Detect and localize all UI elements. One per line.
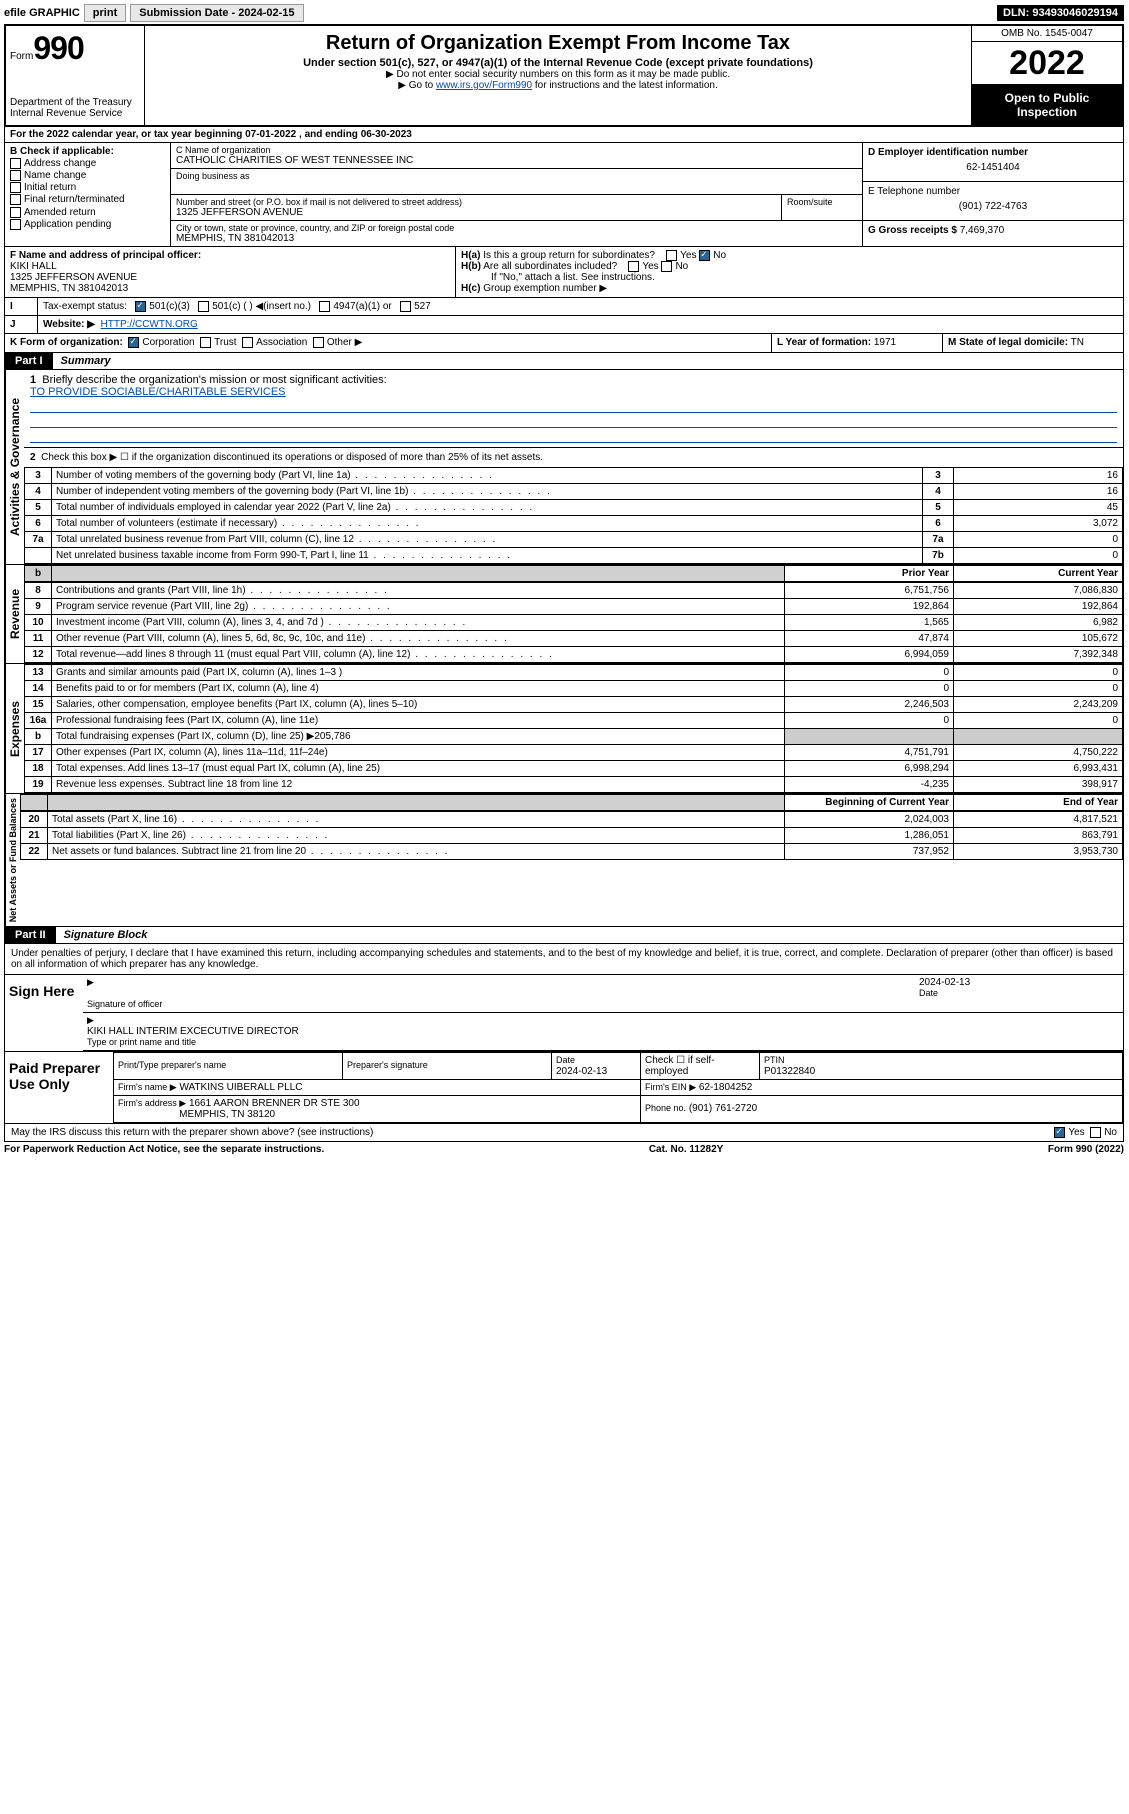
discuss-row: May the IRS discuss this return with the… [4,1124,1124,1142]
top-bar: efile GRAPHIC print Submission Date - 20… [4,4,1124,22]
city-value: MEMPHIS, TN 381042013 [176,233,857,244]
revenue-label: Revenue [5,565,24,663]
form-title: Return of Organization Exempt From Incom… [153,32,963,55]
ein-value: 62-1451404 [868,158,1118,177]
tax-status-row: I Tax-exempt status: 501(c)(3) 501(c) ( … [4,298,1124,316]
box-e-label: E Telephone number [868,186,1118,197]
expenses-label: Expenses [5,664,24,793]
part-2-header: Part II Signature Block [4,927,1124,944]
irs-label: Internal Revenue Service [10,108,140,119]
paid-preparer-block: Paid Preparer Use Only Print/Type prepar… [4,1052,1124,1124]
gross-receipts: 7,469,370 [960,225,1005,236]
form-subtitle: Under section 501(c), 527, or 4947(a)(1)… [153,57,963,69]
governance-block: Activities & Governance 1 Briefly descri… [4,370,1124,565]
expenses-block: Expenses 13Grants and similar amounts pa… [4,664,1124,794]
box-c-label: C Name of organization [176,145,857,155]
suite-label: Room/suite [782,195,862,220]
website-link[interactable]: HTTP://CCWTN.ORG [101,319,198,330]
page-footer: For Paperwork Reduction Act Notice, see … [4,1142,1124,1155]
form-note-2: ▶ Go to www.irs.gov/Form990 for instruct… [153,80,963,91]
netassets-label: Net Assets or Fund Balances [5,794,20,926]
website-row: J Website: ▶ HTTP://CCWTN.ORG [4,316,1124,334]
form-note-1: ▶ Do not enter social security numbers o… [153,69,963,80]
open-public-label: Open to Public Inspection [972,85,1122,125]
perjury-text: Under penalties of perjury, I declare th… [4,944,1124,975]
officer-name: KIKI HALL [10,261,450,272]
identity-block: B Check if applicable: Address change Na… [4,143,1124,247]
revenue-block: Revenue b Prior Year Current Year 8Contr… [4,565,1124,664]
phone-value: (901) 722-4763 [868,197,1118,216]
governance-label: Activities & Governance [5,370,24,564]
print-button[interactable]: print [84,4,126,22]
part-1-header: Part I Summary [4,353,1124,370]
efile-label: efile GRAPHIC [4,7,80,19]
org-name: CATHOLIC CHARITIES OF WEST TENNESSEE INC [176,155,857,166]
dept-label: Department of the Treasury [10,97,140,108]
submission-date-button[interactable]: Submission Date - 2024-02-15 [130,4,303,22]
mission-text: TO PROVIDE SOCIABLE/CHARITABLE SERVICES [30,386,286,398]
city-label: City or town, state or province, country… [176,223,857,233]
box-d-label: D Employer identification number [868,147,1118,158]
officer-addr2: MEMPHIS, TN 381042013 [10,283,450,294]
officer-addr1: 1325 JEFFERSON AVENUE [10,272,450,283]
tax-year: 2022 [972,42,1122,85]
org-form-row: K Form of organization: Corporation Trus… [4,334,1124,352]
form-number: 990 [33,30,83,66]
street-label: Number and street (or P.O. box if mail i… [176,197,776,207]
street-value: 1325 JEFFERSON AVENUE [176,207,776,218]
box-g-label: G Gross receipts $ [868,225,957,236]
box-b-label: B Check if applicable: [10,146,165,157]
line-a: For the 2022 calendar year, or tax year … [4,127,1124,143]
irs-link[interactable]: www.irs.gov/Form990 [436,80,532,91]
dln-label: DLN: 93493046029194 [997,5,1124,21]
sign-here-block: Sign Here Signature of officer 2024-02-1… [4,975,1124,1052]
netassets-block: Net Assets or Fund Balances Beginning of… [4,794,1124,927]
omb-number: OMB No. 1545-0047 [972,26,1122,42]
box-f-label: F Name and address of principal officer: [10,250,450,261]
form-word: Form [10,51,33,62]
form-header: Form990 Department of the Treasury Inter… [4,24,1124,127]
officer-signature: Signature of officer [83,975,915,1013]
officer-block: F Name and address of principal officer:… [4,247,1124,298]
dba-label: Doing business as [176,171,857,181]
